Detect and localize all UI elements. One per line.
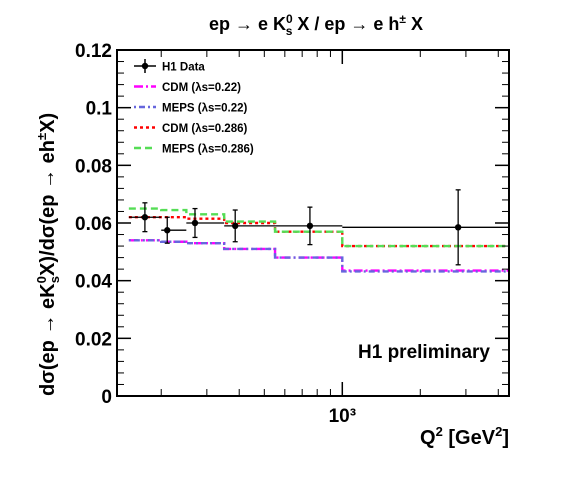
y-axis-label: dσ(ep → eK0sX)/dσ(ep → eh±X) [34, 113, 62, 396]
y-label-part-1: dσ(ep → eK [37, 283, 59, 396]
x-label-sq-1: 2 [436, 424, 443, 439]
y-tick-label: 0.06 [75, 214, 112, 235]
title-part-1: ep → e K [209, 14, 286, 34]
data-point [454, 224, 462, 231]
data-point [191, 219, 199, 227]
data-point [141, 214, 149, 221]
y-tick-label: 0.1 [86, 99, 113, 120]
y-tick-label: 0.12 [75, 41, 112, 62]
data-point [164, 227, 171, 234]
title-part-3: X [406, 14, 423, 34]
series-line-3 [128, 216, 509, 248]
annotation-h1-preliminary: H1 preliminary [358, 342, 490, 363]
x-axis-label: Q2 [GeV2] [420, 424, 509, 449]
title-k0-subscript: s [286, 24, 293, 38]
data-point [306, 222, 314, 230]
chart-title: ep → e K0 s X / ep → e h± X [209, 12, 423, 38]
y-label-k0-superscript: 0 [34, 276, 49, 283]
legend-label: MEPS (λs=0.286) [162, 144, 254, 156]
x-label-unit: [GeV [443, 427, 496, 449]
x-label-close: ] [502, 427, 509, 449]
title-pm-superscript: ± [399, 12, 406, 26]
x-label-q: Q [420, 427, 436, 449]
legend-label: MEPS (λs=0.22) [162, 103, 248, 115]
data-point [232, 222, 239, 230]
y-label-k0-subscript: s [47, 276, 62, 283]
title-k0-superscript: 0 [286, 12, 293, 26]
y-tick-label: 0.02 [75, 329, 112, 350]
legend-marker-point [141, 62, 149, 70]
legend-label: CDM (λs=0.22) [162, 82, 241, 94]
legend-label: H1 Data [162, 62, 205, 74]
legend: H1 Data CDM (λs=0.22) MEPS (λs=0.22) CDM (λ… [134, 59, 254, 156]
y-tick-label: 0 [101, 387, 112, 408]
y-label-part-2: X)/dσ(ep → eh [37, 140, 59, 276]
x-label-sq-2: 2 [495, 424, 502, 439]
x-tick-label: 10³ [329, 406, 356, 427]
y-label-part-3: X) [37, 113, 59, 133]
title-part-2: X / ep → e h [292, 14, 399, 34]
series-line-2 [128, 239, 509, 273]
y-label-pm-superscript: ± [34, 133, 49, 140]
y-tick-label: 0.04 [75, 272, 112, 293]
y-tick-label: 0.08 [75, 156, 112, 177]
series-line-4 [128, 207, 509, 248]
legend-label: CDM (λs=0.286) [162, 123, 247, 135]
series-line-1 [128, 239, 509, 272]
